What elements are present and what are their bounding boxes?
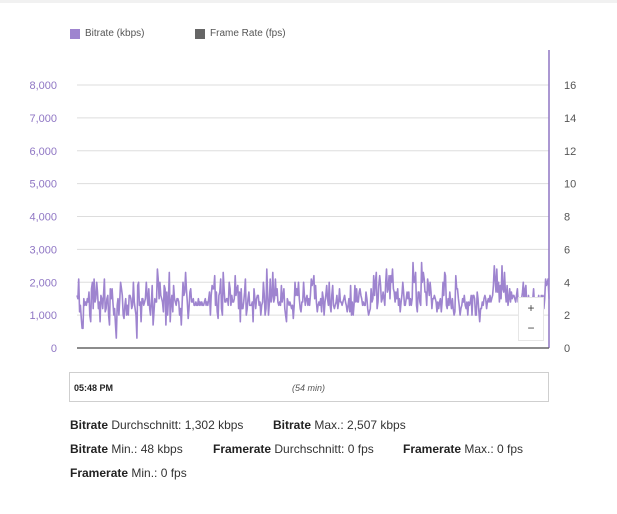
stat-key: Bitrate: [273, 418, 312, 432]
range-start-time: 05:48 PM: [74, 383, 114, 393]
y-left-tick-label: 1,000: [29, 310, 57, 322]
stat-key: Bitrate: [70, 418, 109, 432]
time-range-navigator[interactable]: 05:48 PM (54 min): [69, 372, 549, 402]
stat-framerate-min: Framerate Min.: 0 fps: [70, 466, 187, 480]
y-left-tick-label: 6,000: [29, 146, 57, 158]
y-left-tick-label: 3,000: [29, 244, 57, 256]
stat-value: Max.: 0 fps: [461, 442, 524, 456]
stat-bitrate-avg: Bitrate Durchschnitt: 1,302 kbps: [70, 418, 243, 432]
stat-key: Framerate: [213, 442, 272, 456]
legend-item-bitrate[interactable]: Bitrate (kbps): [70, 28, 144, 39]
zoom-controls: + −: [518, 297, 544, 341]
y-right-tick-label: 4: [564, 277, 570, 289]
range-duration: (54 min): [292, 383, 326, 393]
y-left-tick-label: 5,000: [29, 179, 57, 191]
stat-value: Min.: 48 kbps: [108, 442, 183, 456]
stat-value: Min.: 0 fps: [128, 466, 187, 480]
y-left-tick-label: 4,000: [29, 212, 57, 224]
stat-value: Durchschnitt: 1,302 kbps: [108, 418, 244, 432]
y-left-tick-label: 2,000: [29, 277, 57, 289]
legend-label-bitrate: Bitrate (kbps): [85, 28, 145, 39]
stat-key: Bitrate: [70, 442, 109, 456]
y-left-tick-label: 7,000: [29, 113, 57, 125]
stat-key: Framerate: [70, 466, 129, 480]
y-right-tick-label: 12: [564, 146, 576, 158]
y-right-tick-label: 2: [564, 310, 570, 322]
bitrate-swatch-icon: [70, 28, 80, 39]
y-right-tick-label: 0: [564, 343, 570, 355]
stat-bitrate-max: Bitrate Max.: 2,507 kbps: [273, 418, 406, 432]
legend-label-framerate: Frame Rate (fps): [210, 28, 286, 39]
framerate-swatch-icon: [195, 28, 205, 39]
stat-value: Max.: 2,507 kbps: [311, 418, 406, 432]
y-right-tick-label: 16: [564, 80, 576, 92]
y-right-tick-label: 10: [564, 179, 576, 191]
bitrate-series-line: [76, 261, 550, 339]
y-right-tick-label: 8: [564, 212, 570, 224]
stat-bitrate-min: Bitrate Min.: 48 kbps: [70, 442, 183, 456]
y-left-tick-label: 0: [51, 343, 57, 355]
legend-item-framerate[interactable]: Frame Rate (fps): [195, 28, 286, 39]
stat-framerate-avg: Framerate Durchschnitt: 0 fps: [213, 442, 374, 456]
stat-value: Durchschnitt: 0 fps: [271, 442, 374, 456]
zoom-in-button[interactable]: +: [527, 301, 535, 315]
y-right-tick-label: 14: [564, 113, 576, 125]
stat-framerate-max: Framerate Max.: 0 fps: [403, 442, 523, 456]
y-left-tick-label: 8,000: [29, 80, 57, 92]
top-border: [0, 0, 617, 3]
bitrate-chart: 0 1,000 2,000 3,000 4,000 5,000 6,000 7,000 8,00…: [29, 50, 576, 355]
y-right-tick-label: 6: [564, 244, 570, 256]
zoom-out-button[interactable]: −: [527, 321, 535, 335]
stat-key: Framerate: [403, 442, 462, 456]
